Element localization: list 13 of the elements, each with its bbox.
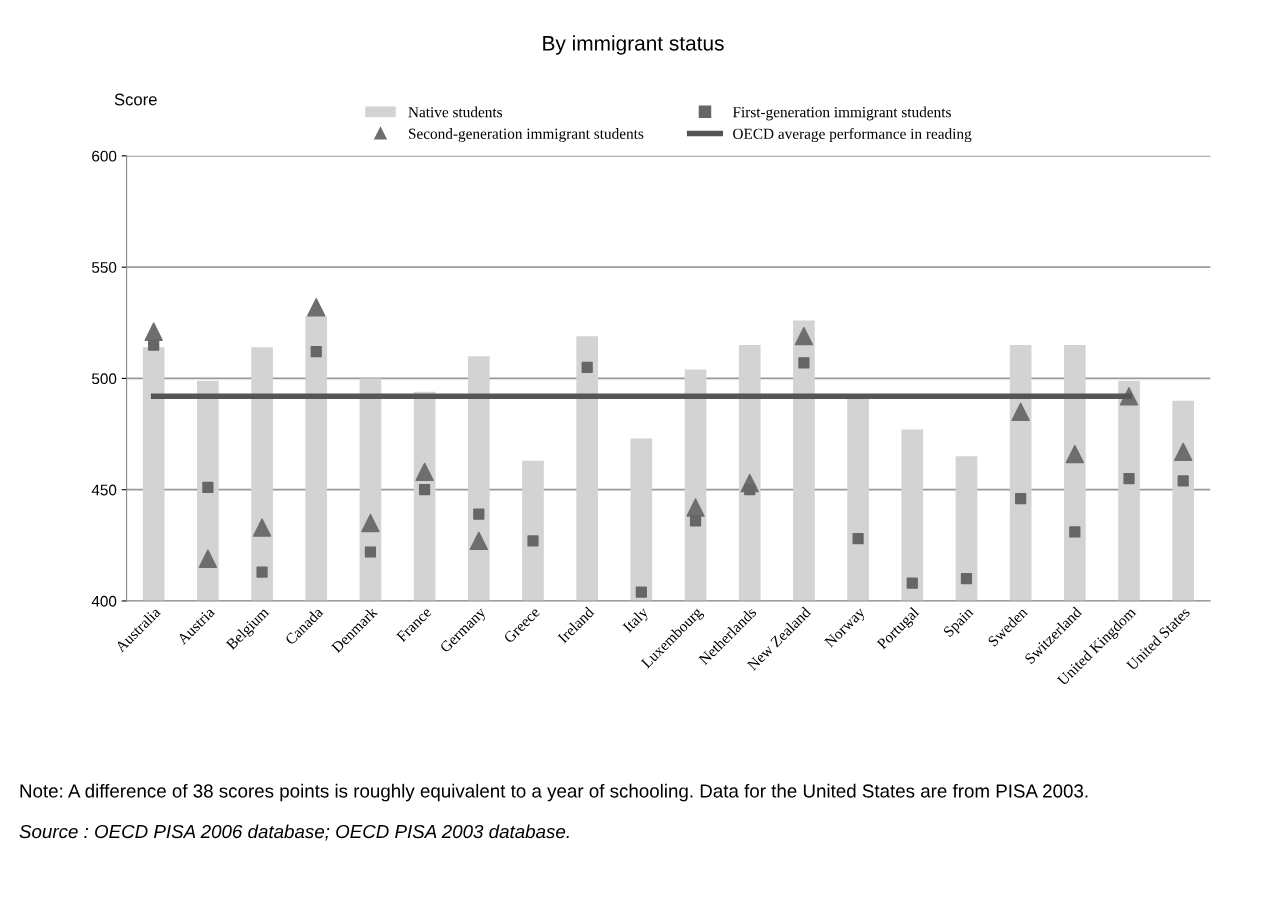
y-tick-label: 400 [91,595,117,607]
legend-label: Second-generation immigrant students [408,128,644,143]
chart-title: By immigrant status [543,35,724,55]
text: Note: A difference of 38 scores points is roughly equivalent to a year of schooling. Data for the United States are from PISA 2003. [20,783,1088,802]
y-axis-title: Score [114,93,157,106]
legend-label: First-generation immigrant students [732,106,951,121]
legend-label: Native students [408,106,503,118]
source-note: Source : OECD PISA 2006 database; OECD PISA 2003 database. [19,824,569,841]
legend-label: OECD average performance in reading [733,128,972,143]
y-tick-label: 600 [92,150,117,162]
y-tick-label: 450 [91,484,117,496]
y-tick-label: 500 [92,373,117,385]
y-tick-label: 550 [92,262,117,273]
